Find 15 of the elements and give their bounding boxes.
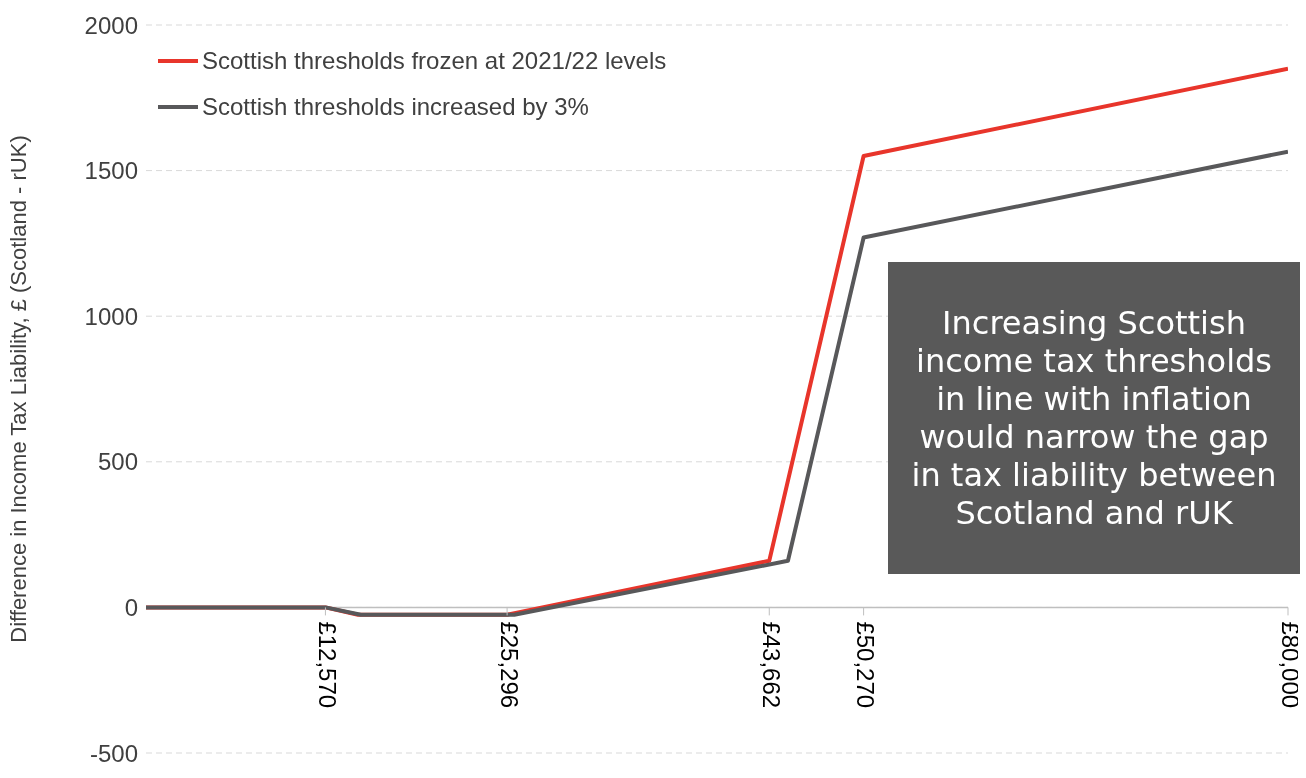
y-tick-label: 2000 xyxy=(84,11,138,39)
x-tick-label: £25,296 xyxy=(495,621,523,709)
y-tick-label: 0 xyxy=(124,593,138,621)
x-tick-label: £12,570 xyxy=(314,621,342,709)
y-axis-title: Difference in Income Tax Liability, £ (Scotland - rUK) xyxy=(5,135,31,643)
line-series xyxy=(146,149,1288,617)
legend-label: Scottish thresholds increased by 3% xyxy=(202,93,589,121)
y-tick-label: -500 xyxy=(89,739,138,767)
x-tick-label: £43,662 xyxy=(757,621,785,709)
y-tick-label: 1000 xyxy=(84,302,138,330)
legend-label: Scottish thresholds frozen at 2021/22 levels xyxy=(202,47,667,75)
x-tick-label: £50,270 xyxy=(852,621,880,709)
x-tick-label: £80,000 xyxy=(1276,621,1304,709)
y-tick-label: 500 xyxy=(97,448,138,476)
y-tick-label: 1500 xyxy=(84,157,138,185)
